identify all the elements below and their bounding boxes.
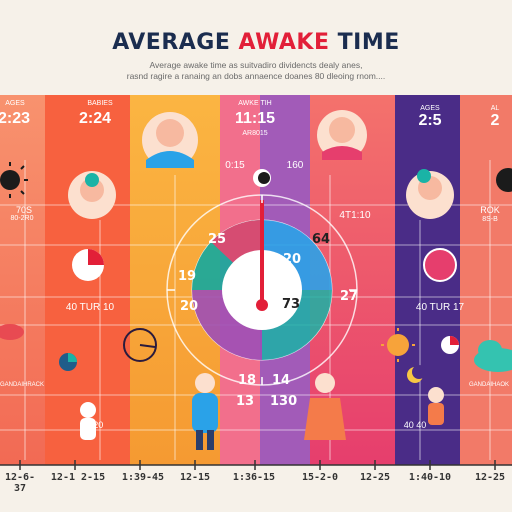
ring-number-1: 25 bbox=[208, 232, 226, 247]
column-1-note-2: 80-2R0 bbox=[10, 215, 34, 222]
scale-label-2: 12-1 2-15 bbox=[50, 472, 106, 483]
ring-number-4: 19 bbox=[178, 269, 196, 284]
timeline-ticks bbox=[19, 460, 496, 470]
cloud-icon-left bbox=[0, 324, 24, 340]
scale-label-8: 1:40-10 bbox=[408, 472, 452, 483]
column-1-bottom: GANDAIHRACK bbox=[0, 382, 45, 388]
title-word-3: TIME bbox=[337, 30, 400, 55]
ring-number-11: 13 bbox=[236, 394, 254, 409]
center-right-mid: 4T1:10 bbox=[339, 210, 371, 221]
pie-icon-small-left bbox=[59, 353, 77, 371]
moon-icon bbox=[407, 365, 426, 383]
center-right-top: 160 bbox=[286, 160, 304, 171]
sun-icon-far-right bbox=[496, 168, 512, 192]
column-4-bottom: 40 40 bbox=[403, 420, 427, 430]
center-right-lower: 40 TUR 17 bbox=[415, 302, 465, 313]
clock-icon-left bbox=[123, 328, 157, 362]
column-3-label: AWKE TIH bbox=[238, 100, 272, 107]
scale-label-9: 12-25 bbox=[474, 472, 506, 483]
ring-number-9: 18 bbox=[238, 373, 256, 388]
ring-number-5: 16 bbox=[230, 289, 248, 304]
subtitle-line-1: Average awake time as suitvadiro dividen… bbox=[149, 60, 363, 70]
child-figure-left bbox=[80, 402, 96, 440]
column-5-note-2: 8S-B bbox=[482, 216, 498, 223]
column-4-label: AGES bbox=[420, 105, 440, 112]
child-figure-center-right bbox=[304, 373, 346, 440]
ring-number-8: 20 bbox=[180, 299, 198, 314]
ring-number-3: 64 bbox=[312, 232, 330, 247]
column-4-time: 2:5 bbox=[418, 112, 442, 129]
vertical-lines bbox=[24, 160, 491, 460]
pie-icon-right bbox=[423, 248, 457, 282]
baby-portrait-4 bbox=[406, 169, 454, 219]
pie-icon-left bbox=[72, 249, 104, 281]
scale-label-6: 15-2-0 bbox=[301, 472, 339, 483]
column-1-time: 2:23 bbox=[0, 110, 31, 127]
column-3-note: AR8015 bbox=[242, 130, 268, 137]
column-6-bg bbox=[395, 95, 460, 465]
column-2-bottom: 20 20 bbox=[80, 420, 104, 430]
baby-portrait-2 bbox=[68, 171, 116, 219]
column-1-bg bbox=[0, 95, 45, 465]
ring-number-12: 130 bbox=[270, 394, 297, 409]
sun-icon-left bbox=[0, 162, 28, 198]
ring-number-10: 14 bbox=[272, 373, 290, 388]
scale-label-7: 12-25 bbox=[359, 472, 391, 483]
column-2-label: BABIES bbox=[87, 100, 113, 107]
title-word-2: AWAKE bbox=[238, 30, 338, 55]
center-left-top: 0:15 bbox=[225, 160, 245, 171]
cloud-icon bbox=[474, 340, 512, 372]
column-5-note-1: ROK bbox=[480, 205, 500, 215]
child-figure-right bbox=[428, 387, 444, 425]
center-left-mid: 40 TUR 10 bbox=[65, 302, 115, 313]
ring-number-6: 73 bbox=[282, 297, 300, 312]
scale-label-1: 12-6-37 bbox=[4, 472, 36, 494]
column-2-time: 2:24 bbox=[78, 110, 112, 127]
column-5-label: AL bbox=[490, 105, 500, 112]
title-word-1: AVERAGE bbox=[112, 30, 239, 55]
scale-label-4: 12-15 bbox=[179, 472, 211, 483]
column-5-time: 2 bbox=[490, 112, 500, 129]
subtitle-line-2: rasnd ragire a ranaing an dobs annaence … bbox=[126, 71, 386, 81]
ring-number-2: 20 bbox=[283, 252, 301, 267]
column-5-bottom: GANDAIHAOK bbox=[468, 382, 509, 388]
scale-label-3: 1:39-45 bbox=[121, 472, 165, 483]
baby-portrait-3 bbox=[317, 110, 367, 160]
column-7-bg bbox=[460, 95, 512, 465]
column-1-label: AGES bbox=[5, 100, 25, 107]
scale-label-5: 1:36-15 bbox=[232, 472, 276, 483]
column-1-note-1: 70S bbox=[15, 205, 32, 215]
child-figure-center-left bbox=[192, 373, 218, 450]
subtitle: Average awake time as suitvadiro dividen… bbox=[70, 60, 442, 82]
center-dial bbox=[166, 169, 358, 386]
page-title: AVERAGE AWAKE TIME bbox=[0, 30, 512, 55]
baby-portrait-1 bbox=[142, 112, 198, 168]
column-3-time: 11:15 bbox=[234, 110, 276, 127]
sun-icon-right bbox=[381, 328, 415, 362]
pie-icon-small-right bbox=[441, 336, 459, 354]
ring-number-7: 27 bbox=[340, 289, 358, 304]
